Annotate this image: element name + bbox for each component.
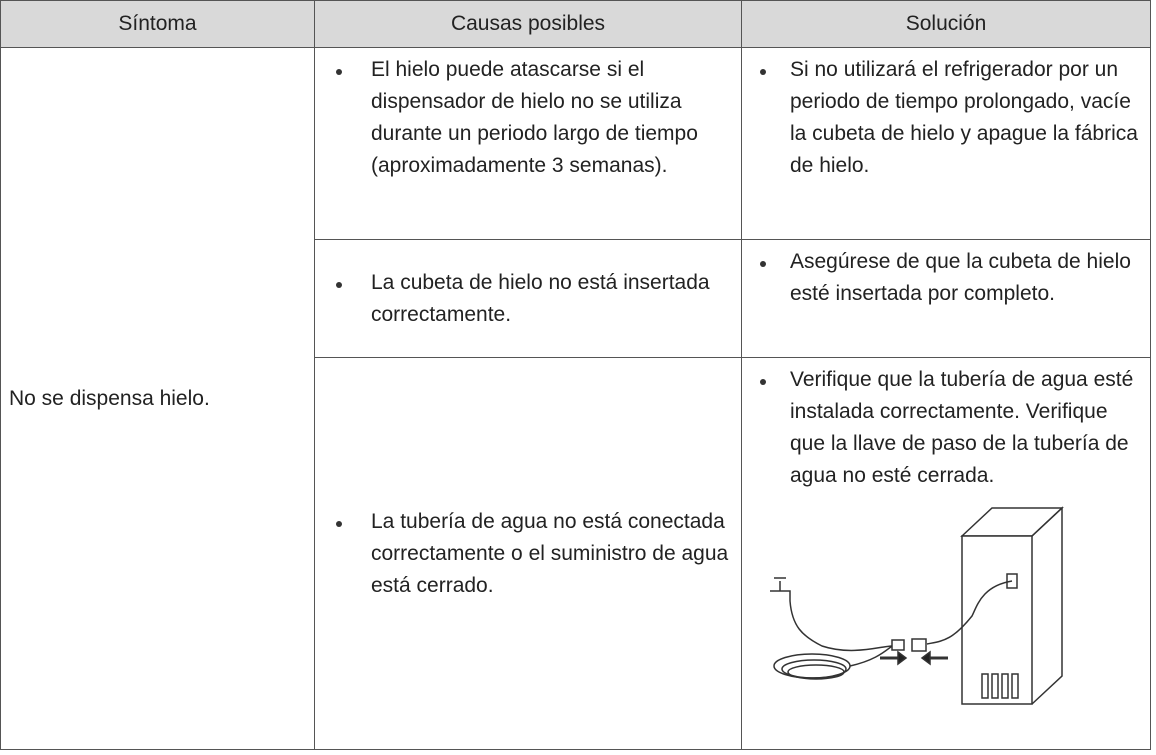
symptom: No se dispensa hielo. (9, 386, 210, 410)
cause: La cubeta de hielo no está insertada cor… (315, 261, 741, 337)
solution-cell: Verifique que la tubería de agua esté in… (741, 357, 1151, 750)
header-row: Síntoma Causas posibles Solución (0, 0, 1151, 48)
cause-cell: La cubeta de hielo no está insertada cor… (314, 239, 742, 358)
row: La tubería de agua no está conectada cor… (1, 357, 1151, 750)
solution: Asegúrese de que la cubeta de hielo esté… (742, 240, 1150, 316)
cause: La tubería de agua no está conectada cor… (315, 500, 741, 608)
illustration (770, 506, 1064, 705)
symptom-cell: No se dispensa hielo. (0, 47, 315, 750)
solution-cell: Asegúrese de que la cubeta de hielo esté… (741, 239, 1151, 358)
header-cell: Síntoma (0, 0, 315, 48)
solution-cell: Si no utilizará el refrigerador por un p… (741, 47, 1151, 240)
header-cell: Causas posibles (314, 0, 742, 48)
solution: Si no utilizará el refrigerador por un p… (742, 48, 1150, 188)
cause-cell: El hielo puede atascarse si el dispensad… (314, 47, 742, 240)
row: La cubeta de hielo no está insertada cor… (1, 239, 1151, 358)
header-cell: Solución (741, 0, 1151, 48)
row: No se dispensa hielo. El hielo puede ata… (0, 47, 1151, 750)
cause-cell: La tubería de agua no está conectada cor… (314, 357, 742, 750)
solution: Verifique que la tubería de agua esté in… (742, 358, 1150, 498)
cause: El hielo puede atascarse si el dispensad… (315, 48, 741, 188)
